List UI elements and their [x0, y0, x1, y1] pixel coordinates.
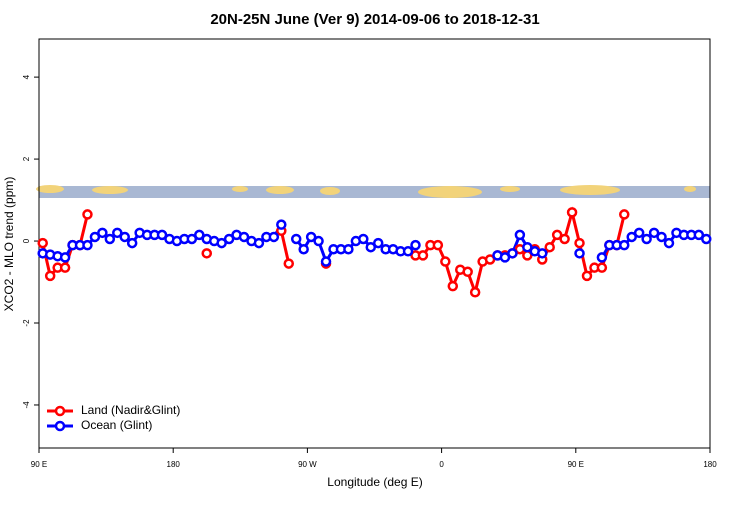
data-point: [37, 237, 48, 249]
x-tick-label: 90 W: [298, 460, 317, 469]
data-point: [283, 258, 295, 269]
data-point: [216, 237, 227, 249]
data-point: [663, 237, 675, 249]
y-tick-label: 0: [22, 238, 31, 243]
data-point: [581, 270, 593, 282]
data-point: [574, 237, 585, 249]
data-point: [537, 248, 548, 259]
data-point: [469, 287, 481, 298]
y-tick-label: -4: [22, 401, 31, 409]
data-point: [410, 239, 421, 251]
data-point: [201, 248, 212, 259]
data-point: [626, 231, 637, 243]
data-point: [186, 233, 198, 245]
data-point: [514, 229, 526, 241]
data-point: [574, 248, 585, 259]
map-strip: [39, 186, 710, 198]
data-point: [633, 227, 645, 239]
data-point: [693, 229, 705, 241]
data-point: [59, 262, 71, 273]
series-line: [279, 230, 291, 264]
y-tick-label: 4: [22, 74, 31, 79]
data-point: [313, 235, 324, 247]
data-point: [276, 219, 287, 230]
data-point: [305, 231, 317, 243]
legend-label: Ocean (Glint): [81, 418, 152, 432]
legend-label: Land (Nadir&Glint): [81, 403, 180, 417]
data-point: [462, 266, 473, 278]
data-point: [97, 227, 108, 239]
data-point: [499, 252, 511, 263]
data-point: [365, 241, 377, 253]
y-tick-label: -2: [22, 319, 31, 327]
x-tick-label: 180: [703, 460, 717, 469]
data-point: [44, 270, 56, 282]
data-point: [238, 231, 250, 243]
data-point: [82, 239, 93, 251]
data-point: [417, 250, 429, 261]
data-point: [551, 229, 563, 241]
data-point: [402, 246, 414, 257]
data-point: [82, 209, 93, 220]
data-point: [596, 262, 608, 273]
legend-marker: [54, 420, 66, 432]
legend-marker: [54, 405, 66, 417]
data-point: [320, 256, 332, 267]
data-point: [298, 243, 309, 255]
data-point: [641, 233, 652, 245]
data-point: [104, 233, 116, 245]
data-point: [194, 229, 205, 241]
data-point: [89, 231, 101, 243]
data-point: [156, 229, 168, 241]
data-point: [701, 233, 712, 245]
data-point: [619, 209, 630, 220]
data-point: [656, 231, 667, 243]
data-point: [59, 252, 71, 263]
data-point: [268, 231, 280, 243]
data-point: [566, 207, 578, 218]
data-point: [126, 237, 138, 249]
data-point: [522, 241, 533, 253]
map-land: [36, 185, 696, 198]
data-point: [372, 237, 384, 249]
data-point: [290, 233, 302, 245]
data-point: [253, 237, 265, 249]
y-tick-label: 2: [22, 156, 31, 161]
data-point: [343, 243, 354, 255]
data-point: [119, 231, 130, 243]
data-point: [112, 227, 123, 239]
x-axis-label: Longitude (deg E): [327, 475, 422, 489]
x-tick-label: 0: [439, 460, 444, 469]
data-point: [447, 280, 459, 292]
y-axis-label: XCO2 - MLO trend (ppm): [2, 177, 16, 312]
chart-title: 20N-25N June (Ver 9) 2014-09-06 to 2018-…: [210, 11, 539, 28]
data-point: [559, 233, 570, 245]
x-tick-label: 180: [167, 460, 181, 469]
data-point: [440, 256, 451, 267]
data-point: [596, 252, 608, 263]
x-tick-label: 90 E: [31, 460, 47, 469]
data-point: [619, 239, 630, 251]
data-point: [223, 233, 235, 245]
x-tick-label: 90 E: [568, 460, 584, 469]
data-point: [544, 241, 555, 253]
data-point: [507, 248, 518, 259]
data-point: [648, 227, 660, 239]
data-point: [358, 233, 369, 245]
data-point: [484, 254, 496, 265]
data-point: [432, 239, 444, 251]
